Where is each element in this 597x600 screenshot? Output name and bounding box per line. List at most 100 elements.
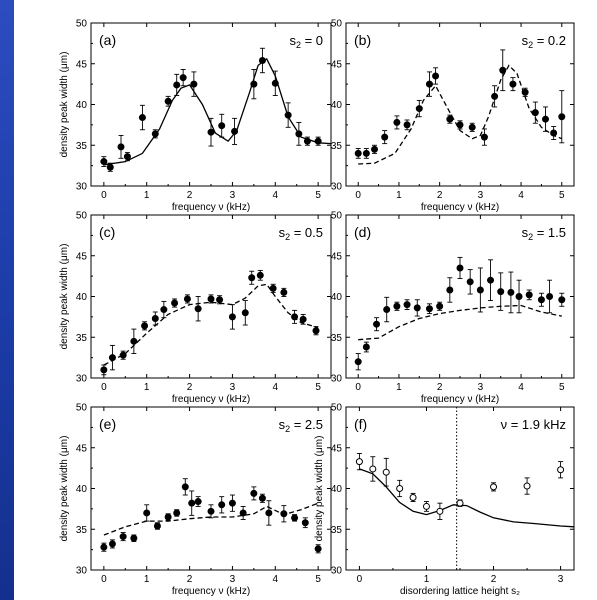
y-tick-label: 35 — [331, 141, 343, 152]
data-point — [190, 80, 198, 88]
data-point — [382, 468, 390, 476]
data-point — [362, 343, 370, 351]
data-point — [497, 288, 505, 296]
x-tick-label: 4 — [273, 574, 279, 585]
data-point — [466, 278, 474, 286]
y-tick-label: 35 — [331, 525, 343, 536]
data-point — [312, 327, 320, 335]
x-tick-label: 0 — [101, 190, 107, 201]
data-point — [383, 306, 391, 314]
data-point — [141, 322, 149, 330]
data-point — [525, 291, 533, 299]
data-point — [456, 121, 464, 129]
y-tick-label: 30 — [331, 374, 343, 385]
data-point — [250, 489, 258, 497]
data-point — [183, 295, 191, 303]
data-point — [181, 483, 189, 491]
x-tick-label: 0 — [101, 574, 107, 585]
data-point — [381, 133, 389, 141]
x-tick-label: 5 — [315, 574, 321, 585]
panel-annotation: s2 = 1.5 — [522, 225, 566, 242]
panel-annotation: s2 = 0.5 — [279, 225, 323, 242]
data-point — [100, 366, 108, 374]
x-tick-label: 4 — [273, 382, 279, 393]
x-tick-label: 3 — [230, 574, 236, 585]
data-point — [269, 284, 277, 292]
x-tick-label: 5 — [559, 190, 565, 201]
y-tick-label: 40 — [76, 292, 88, 303]
data-point — [499, 66, 507, 74]
data-point — [207, 295, 215, 303]
data-point — [216, 296, 224, 304]
panel-annotation: s2 = 0.2 — [522, 33, 566, 50]
data-point — [393, 118, 401, 126]
x-tick-label: 1 — [144, 574, 150, 585]
data-point — [271, 79, 279, 87]
data-point — [207, 128, 215, 136]
y-tick-label: 50 — [331, 211, 343, 222]
x-axis-label: frequency ν (kHz) — [172, 394, 250, 405]
data-point — [558, 296, 566, 304]
x-tick-label: 3 — [230, 382, 236, 393]
data-point — [258, 494, 266, 502]
x-tick-label: 4 — [518, 382, 524, 393]
data-point — [546, 293, 554, 300]
data-point — [468, 123, 476, 131]
data-point — [207, 507, 215, 515]
data-point — [558, 113, 566, 121]
data-point — [123, 153, 131, 161]
x-axis-label: frequency ν (kHz) — [172, 586, 250, 597]
panel-label: (d) — [354, 224, 371, 240]
y-tick-label: 45 — [331, 443, 343, 454]
x-tick-label: 1 — [396, 382, 402, 393]
data-point — [194, 498, 202, 506]
x-tick-label: 1 — [144, 190, 150, 201]
data-point — [194, 305, 202, 313]
y-tick-label: 50 — [76, 19, 88, 30]
x-tick-label: 5 — [315, 382, 321, 393]
x-tick-label: 3 — [478, 382, 484, 393]
y-tick-label: 45 — [76, 443, 88, 454]
x-tick-label: 2 — [437, 190, 443, 201]
data-point — [550, 129, 558, 137]
data-point — [557, 466, 565, 474]
data-point — [456, 499, 464, 507]
data-point — [507, 288, 515, 296]
panel-annotation: s2 = 2.5 — [279, 417, 323, 434]
y-axis-label: density peak width (μm) — [59, 52, 70, 158]
x-tick-label: 2 — [187, 382, 193, 393]
data-point — [171, 299, 179, 307]
data-point — [153, 522, 161, 530]
y-tick-label: 35 — [76, 525, 88, 536]
data-point — [218, 501, 226, 509]
data-point — [173, 509, 181, 517]
data-point — [117, 143, 125, 151]
y-tick-label: 40 — [331, 292, 343, 303]
data-point — [314, 137, 322, 145]
data-point — [301, 519, 309, 527]
data-point — [491, 92, 499, 100]
x-tick-label: 0 — [355, 190, 361, 201]
y-tick-label: 35 — [331, 333, 343, 344]
x-tick-label: 5 — [559, 382, 565, 393]
data-point — [393, 302, 401, 310]
theory-curve — [103, 502, 319, 536]
data-point — [303, 137, 311, 145]
data-point — [542, 115, 549, 123]
y-tick-label: 30 — [331, 566, 343, 577]
data-point — [295, 130, 303, 138]
x-tick-label: 1 — [396, 190, 402, 201]
data-point — [490, 483, 498, 491]
data-point — [291, 313, 299, 321]
panel-label: (b) — [354, 32, 371, 48]
data-point — [531, 109, 539, 117]
theory-curve — [359, 468, 575, 528]
data-point — [403, 301, 411, 309]
data-point — [164, 97, 172, 105]
x-tick-label: 1 — [144, 382, 150, 393]
y-tick-label: 45 — [331, 251, 343, 262]
data-point — [258, 56, 266, 64]
panel-f: 0 1 2 3 30 35 40 45 50 disordering lattice height… — [314, 403, 575, 597]
